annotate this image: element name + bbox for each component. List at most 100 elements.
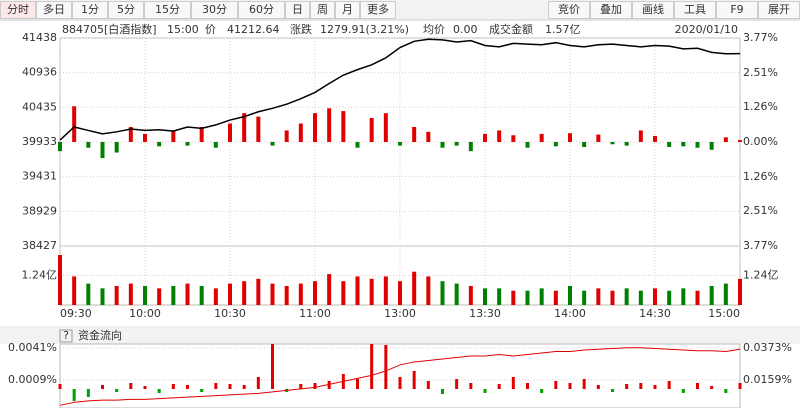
toolbar-button-label[interactable]: 分时 [7, 3, 29, 16]
flow-bar [86, 141, 91, 148]
flow-bar [554, 381, 558, 389]
toolbar-button[interactable] [716, 1, 758, 19]
y-tick-label: 39933 [22, 135, 57, 148]
toolbar-button[interactable] [548, 1, 590, 19]
volume-bar [313, 281, 317, 305]
flow-bar [483, 389, 487, 393]
toolbar-button[interactable] [72, 1, 108, 19]
flow-bar [213, 141, 218, 148]
flow-bar [200, 389, 204, 392]
help-icon-box[interactable] [59, 329, 73, 343]
volume-bar [383, 276, 388, 305]
toolbar-button[interactable] [108, 1, 144, 19]
volume-bar [412, 271, 417, 305]
toolbar-button-label[interactable]: 多日 [43, 2, 65, 16]
flow-bar [497, 384, 501, 389]
main-frame [59, 37, 741, 306]
toolbar-button[interactable] [36, 1, 72, 19]
toolbar-button-label[interactable]: 5分 [117, 3, 135, 16]
toolbar-button[interactable] [191, 1, 238, 19]
flow-bar [370, 344, 374, 389]
toolbar-button[interactable] [310, 1, 335, 19]
toolbar-button[interactable] [590, 1, 632, 19]
flow-bar [455, 379, 459, 389]
flow-bar [667, 381, 671, 389]
flow-bar [440, 141, 445, 148]
flow-bar [72, 106, 77, 142]
flow-bar [284, 130, 289, 142]
volume-bar [171, 285, 176, 305]
toolbar-button-label[interactable]: 更多 [367, 2, 389, 16]
flow-bar [242, 113, 247, 142]
flow-bar [681, 141, 686, 147]
toolbar-button-label[interactable]: 月 [342, 3, 353, 16]
flow-bar [568, 133, 572, 142]
flow-bar [639, 383, 643, 389]
toolbar-button[interactable] [238, 1, 285, 19]
flow-bar [115, 389, 119, 392]
toolbar-button[interactable] [335, 1, 360, 19]
volume-bar [256, 278, 261, 305]
toolbar-button-label[interactable]: 叠加 [600, 3, 622, 16]
flow-bar [468, 141, 473, 152]
volume-bar [369, 278, 374, 305]
volume-bar [723, 283, 728, 305]
avg-label: 均价 [423, 23, 445, 36]
flow-bar [228, 384, 232, 389]
y2-tick-label: 0.00% [743, 135, 778, 148]
flow-bar [653, 135, 657, 142]
toolbar-button[interactable] [674, 1, 716, 19]
volume-bar [114, 285, 119, 305]
flow-bar [667, 141, 672, 148]
volume-bar [596, 288, 601, 305]
toolbar-button[interactable] [632, 1, 674, 19]
toolbar-button-label[interactable]: 竞价 [558, 2, 580, 16]
help-icon[interactable]: ? [63, 329, 69, 342]
toolbar-button[interactable] [0, 1, 36, 19]
x-tick-label: 15:00 [708, 307, 740, 320]
volume-bar [355, 276, 360, 305]
avg: 0.00 [453, 23, 478, 36]
toolbar-button[interactable] [144, 1, 191, 19]
toolbar-button-label[interactable]: 15分 [155, 3, 180, 16]
flow-bar [271, 344, 274, 389]
y2-tick-label: 3.77% [743, 31, 778, 44]
y2-tick-label: 1.26% [743, 100, 778, 113]
flow-bar [86, 389, 90, 397]
flow-bar [709, 141, 714, 150]
toolbar-button[interactable] [285, 1, 310, 19]
volume-bar [128, 283, 133, 305]
flow-header-bg [0, 326, 800, 344]
y2-tick-label: 0.0373% [743, 341, 792, 354]
volume-tick-label: 1.24亿 [22, 269, 58, 282]
volume-bar [511, 290, 516, 305]
volume-bar [539, 288, 544, 305]
toolbar-button-label[interactable]: 工具 [684, 3, 706, 16]
toolbar-button-label[interactable]: 60分 [249, 3, 274, 16]
flow-bar [114, 141, 119, 153]
flow-bar [695, 141, 700, 148]
volume-bar [298, 283, 303, 305]
x-tick-label: 11:00 [299, 307, 331, 320]
toolbar-button-label[interactable]: 画线 [642, 2, 664, 16]
toolbar-button-label[interactable]: 日 [292, 3, 303, 16]
flow-bar [568, 383, 572, 389]
flow-frame [59, 343, 741, 408]
y-tick-label: 41438 [22, 31, 57, 44]
flow-bar [299, 384, 303, 389]
volume-bar [610, 290, 615, 305]
toolbar-button[interactable] [360, 1, 396, 19]
flow-bar [72, 389, 76, 401]
flow-bar [356, 379, 359, 389]
volume-bar [100, 288, 105, 305]
toolbar-button-label[interactable]: 周 [317, 3, 328, 16]
toolbar-button-label[interactable]: 1分 [81, 3, 99, 16]
volume-bar [58, 255, 62, 305]
price-label: 价 [205, 23, 216, 36]
toolbar-button-label[interactable]: F9 [730, 3, 743, 16]
flow-bar [398, 141, 402, 146]
x-tick-label: 13:00 [384, 307, 416, 320]
toolbar-button-label[interactable]: 展开 [768, 3, 790, 16]
toolbar-button-label[interactable]: 30分 [202, 3, 227, 16]
info-row: 884705[白酒指数] 15:00 价 41212.64 涨跌 1279.91… [62, 22, 738, 36]
